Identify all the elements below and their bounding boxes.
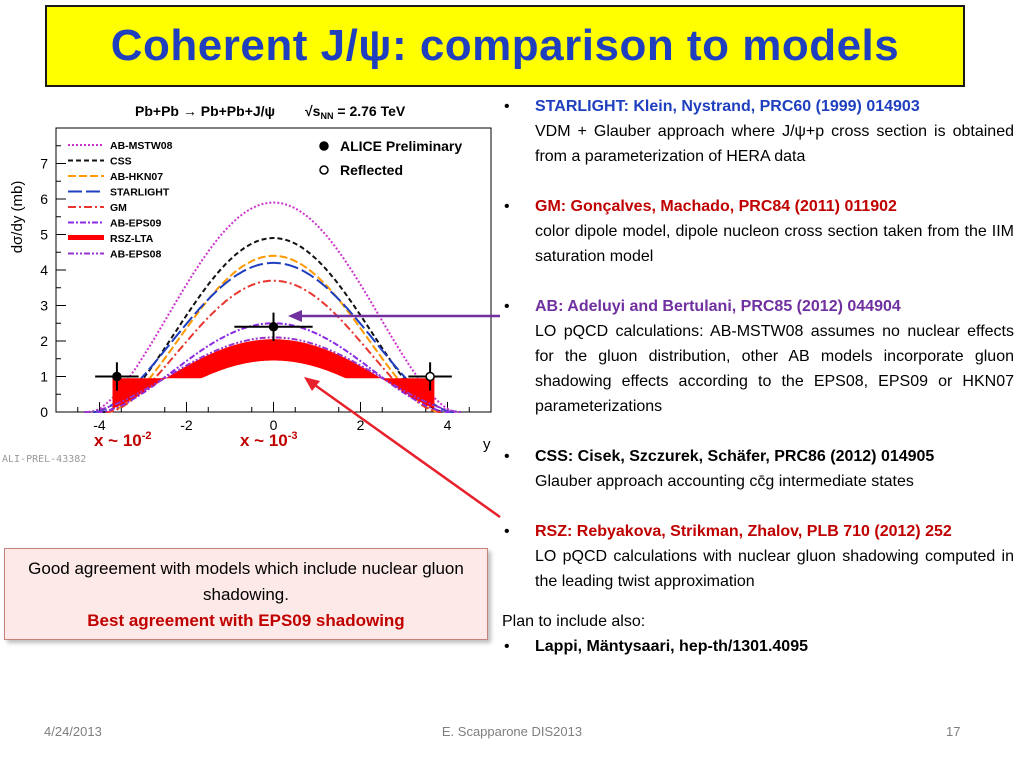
data-point-0-1 bbox=[112, 371, 122, 382]
reference-ab: • AB: Adeluyi and Bertulani, PRC85 (2012… bbox=[500, 294, 1014, 419]
cross-section-plot: Pb+Pb → Pb+Pb+J/ψ √sNN = 2.76 TeV 0 1 2 3 4 5… bbox=[0, 92, 500, 482]
desc-starlight: VDM + Glauber approach where J/ψ+p cross… bbox=[535, 123, 1014, 165]
agreement-box: Good agreement with models which include… bbox=[4, 548, 488, 640]
legend-label-2: AB-HKN07 bbox=[110, 171, 163, 183]
x-annotation-right: x ~ 10-3 bbox=[240, 430, 298, 450]
plan-section: Plan to include also: • Lappi, Mäntysaar… bbox=[500, 609, 1014, 659]
x-tick-label-3: 2 bbox=[357, 417, 365, 433]
series-line-ab-hkn07 bbox=[106, 254, 441, 413]
legend-label-0: AB-MSTW08 bbox=[110, 140, 173, 152]
reference-rsz: • RSZ: Rebyakova, Strikman, Zhalov, PLB … bbox=[500, 519, 1014, 594]
legend-label-1: CSS bbox=[110, 156, 132, 168]
y-tick-label-1: 1 bbox=[40, 369, 48, 385]
svg-text:√sNN = 2.76 TeV: √sNN = 2.76 TeV bbox=[305, 103, 406, 121]
title-banner: Coherent J/ψ: comparison to models bbox=[45, 5, 965, 87]
plot-process: Pb+Pb → Pb+Pb+J/ψ bbox=[135, 103, 275, 119]
plan-label: Plan to include also: bbox=[502, 613, 646, 630]
purple-arrow-head bbox=[288, 310, 302, 322]
legend-marker-data-0 bbox=[319, 141, 329, 151]
x-tick-label-1: -2 bbox=[180, 417, 193, 433]
reference-css: • CSS: Cisek, Szczurek, Schäfer, PRC86 (… bbox=[500, 444, 1014, 494]
x-tick-label-0: -4 bbox=[93, 417, 106, 433]
legend-label-4: GM bbox=[110, 202, 127, 214]
legend-label-6: RSZ-LTA bbox=[110, 233, 154, 245]
y-tick-label-4: 4 bbox=[40, 262, 48, 278]
legend-data-label-1: Reflected bbox=[340, 162, 403, 178]
y-axis-label: dσ/dy (mb) bbox=[9, 181, 26, 254]
red-arrow bbox=[304, 377, 501, 519]
plot-energy-sub: NN bbox=[320, 111, 333, 121]
series-line-gm bbox=[106, 279, 441, 413]
cite-starlight: STARLIGHT: Klein, Nystrand, PRC60 (1999)… bbox=[535, 98, 920, 115]
y-tick-label-2: 2 bbox=[40, 333, 48, 349]
ali-tag: ALI-PREL-43382 bbox=[2, 454, 86, 465]
legend-swatch-6 bbox=[68, 235, 104, 240]
legend-label-5: AB-EPS09 bbox=[110, 218, 162, 230]
agreement-text: Good agreement with models which include… bbox=[28, 559, 464, 604]
y-tick-label-0: 0 bbox=[40, 404, 48, 420]
cite-rsz: RSZ: Rebyakova, Strikman, Zhalov, PLB 71… bbox=[535, 523, 952, 540]
plot-energy: √s bbox=[305, 103, 321, 119]
footer-page-number: 17 bbox=[946, 724, 961, 739]
y-tick-label-6: 6 bbox=[40, 191, 48, 207]
desc-rsz: LO pQCD calculations with nuclear gluon … bbox=[535, 548, 1014, 590]
series-line-starlight bbox=[93, 261, 454, 413]
series-line-css bbox=[101, 236, 446, 413]
cite-css: CSS: Cisek, Szczurek, Schäfer, PRC86 (20… bbox=[535, 448, 935, 465]
footer-author: E. Scapparone DIS2013 bbox=[441, 724, 583, 739]
desc-gm: color dipole model, dipole nucleon cross… bbox=[535, 223, 1014, 265]
legend-marker-data-1 bbox=[319, 165, 329, 175]
agreement-highlight: Best agreement with EPS09 shadowing bbox=[87, 611, 405, 630]
cite-ab: AB: Adeluyi and Bertulani, PRC85 (2012) … bbox=[535, 298, 901, 315]
y-tick-label-7: 7 bbox=[40, 156, 48, 172]
desc-css: Glauber approach accounting cc̄g interme… bbox=[535, 473, 914, 490]
footer-date: 4/24/2013 bbox=[44, 724, 102, 739]
series-line-ab-mstw08 bbox=[88, 201, 459, 413]
cite-gm: GM: Gonçalves, Machado, PRC84 (2011) 011… bbox=[535, 198, 897, 215]
y-tick-label-5: 5 bbox=[40, 227, 48, 243]
x-tick-label-4: 4 bbox=[444, 417, 452, 433]
x-tick-label-2: 0 bbox=[270, 417, 278, 433]
x-annotation-left: x ~ 10-2 bbox=[94, 430, 152, 450]
legend-label-3: STARLIGHT bbox=[110, 187, 170, 199]
reference-starlight: • STARLIGHT: Klein, Nystrand, PRC60 (199… bbox=[500, 94, 1014, 169]
references-panel: • STARLIGHT: Klein, Nystrand, PRC60 (199… bbox=[500, 94, 1014, 659]
x-axis-label: y bbox=[483, 436, 491, 453]
data-point-0-0 bbox=[268, 322, 279, 332]
plan-item-text: Lappi, Mäntysaari, hep-th/1301.4095 bbox=[535, 638, 808, 655]
plan-item: • Lappi, Mäntysaari, hep-th/1301.4095 bbox=[500, 634, 1014, 659]
series-band-rsz-lta bbox=[112, 339, 435, 409]
slide-title: Coherent J/ψ: comparison to models bbox=[110, 21, 900, 70]
y-tick-label-3: 3 bbox=[40, 298, 48, 314]
reference-gm: • GM: Gonçalves, Machado, PRC84 (2011) 0… bbox=[500, 194, 1014, 269]
legend-data-label-0: ALICE Preliminary bbox=[340, 138, 462, 154]
desc-ab: LO pQCD calculations: AB-MSTW08 assumes … bbox=[535, 323, 1014, 415]
legend-label-7: AB-EPS08 bbox=[110, 249, 162, 261]
data-point-1-0 bbox=[425, 371, 435, 382]
plot-energy-value: = 2.76 TeV bbox=[333, 103, 405, 119]
